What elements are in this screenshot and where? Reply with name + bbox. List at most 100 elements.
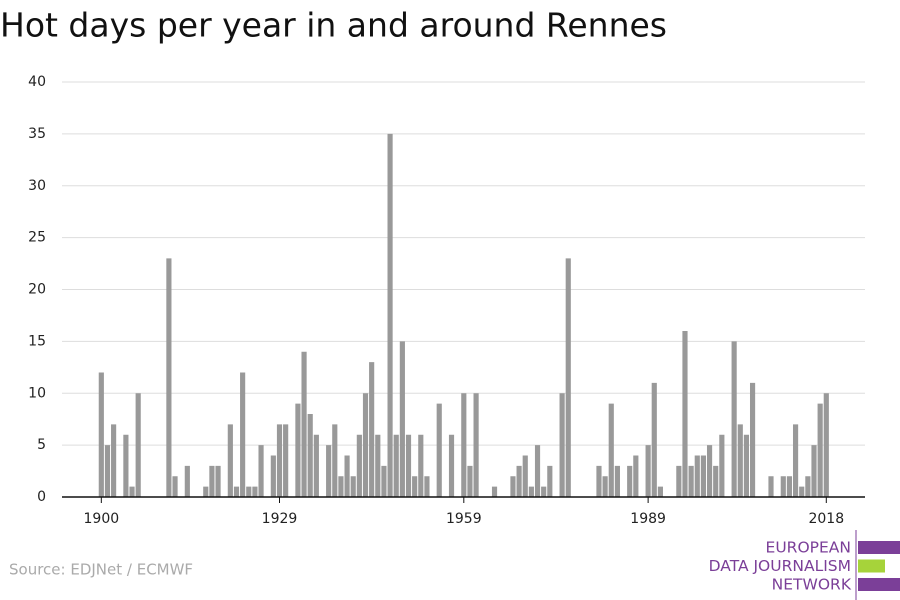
bar — [522, 455, 528, 497]
bar — [350, 476, 356, 497]
bar — [473, 393, 479, 497]
bar — [608, 403, 614, 497]
y-tick-label: 35 — [28, 126, 46, 142]
bar — [491, 486, 498, 497]
bar — [307, 414, 313, 497]
x-tick-label: 1989 — [630, 511, 666, 527]
bar — [694, 455, 700, 497]
bar — [510, 476, 516, 497]
bar — [123, 434, 129, 497]
bar — [332, 424, 338, 497]
bar — [258, 445, 264, 497]
bar — [270, 455, 276, 497]
x-tick-label: 1929 — [262, 511, 298, 527]
bar — [633, 455, 639, 497]
logo-bar — [858, 578, 900, 591]
bar — [602, 476, 608, 497]
bar — [743, 434, 750, 497]
y-tick-label: 20 — [28, 282, 46, 298]
bar — [467, 465, 473, 497]
logo-text: DATA JOURNALISM — [709, 557, 851, 575]
bar — [682, 331, 688, 497]
bar — [448, 434, 455, 497]
bar — [713, 465, 719, 497]
bar — [565, 258, 571, 497]
bar — [817, 403, 823, 497]
bar — [338, 476, 344, 497]
logo-bar — [858, 559, 885, 573]
bar — [227, 424, 233, 497]
chart-title: Hot days per year in and around Rennes — [0, 6, 667, 45]
bar — [184, 465, 190, 497]
bar — [313, 434, 319, 497]
bar — [387, 133, 393, 497]
bar — [811, 445, 817, 497]
bar — [645, 445, 651, 497]
bar — [240, 372, 246, 497]
y-tick-label: 10 — [28, 385, 46, 401]
bar — [719, 434, 725, 497]
bar — [541, 486, 547, 497]
bar — [129, 486, 135, 497]
bar — [547, 465, 553, 497]
bar — [203, 486, 209, 497]
bar — [516, 465, 522, 497]
bar — [786, 476, 793, 497]
bar — [731, 341, 737, 497]
logo-text: EUROPEAN — [766, 539, 851, 557]
bar — [381, 465, 387, 497]
bar — [614, 465, 620, 497]
bar — [805, 476, 811, 497]
bar — [393, 434, 399, 497]
bar — [799, 486, 805, 497]
bar — [412, 476, 418, 497]
bar — [283, 424, 289, 497]
bar — [98, 372, 104, 497]
bar — [369, 362, 375, 497]
bar — [375, 434, 381, 497]
x-tick-label: 1959 — [446, 511, 482, 527]
bar — [111, 424, 117, 497]
bar — [172, 476, 178, 497]
bar — [780, 476, 786, 497]
bar — [749, 382, 756, 497]
bar — [534, 445, 541, 497]
bar — [135, 393, 141, 497]
y-tick-label: 5 — [37, 437, 46, 453]
x-tick-label: 2018 — [808, 511, 844, 527]
bar — [657, 486, 663, 497]
bar — [461, 393, 467, 497]
bar — [418, 434, 424, 497]
bar — [233, 486, 240, 497]
logo-bar — [858, 541, 900, 554]
bar — [399, 341, 405, 497]
bar — [792, 424, 799, 497]
bar — [104, 445, 111, 497]
y-tick-label: 0 — [37, 489, 46, 505]
y-tick-label: 40 — [28, 74, 46, 90]
bar — [405, 434, 412, 497]
bar — [424, 476, 430, 497]
y-tick-label: 30 — [28, 178, 46, 194]
bar — [559, 393, 565, 497]
bar — [362, 393, 369, 497]
logo-text: NETWORK — [772, 576, 852, 594]
bar — [823, 393, 829, 497]
bar — [528, 486, 534, 497]
bar — [706, 445, 713, 497]
bar — [356, 434, 362, 497]
bar — [326, 445, 332, 497]
bar — [246, 486, 252, 497]
bar — [209, 465, 215, 497]
bar — [301, 351, 307, 497]
bar — [276, 424, 283, 497]
bar — [627, 465, 633, 497]
bar — [344, 455, 350, 497]
bar — [688, 465, 694, 497]
bar — [596, 465, 602, 497]
y-tick-label: 15 — [28, 333, 46, 349]
bar — [166, 258, 172, 497]
x-tick-label: 1900 — [84, 511, 120, 527]
bar — [676, 465, 682, 497]
